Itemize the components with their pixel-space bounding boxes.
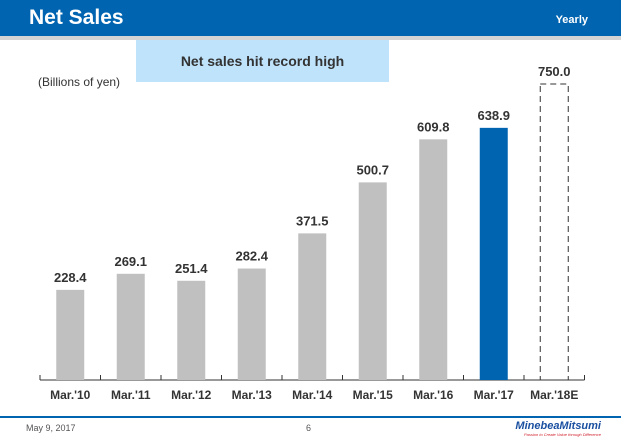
bar — [358, 182, 387, 380]
data-label: 609.8 — [417, 119, 450, 134]
data-label: 371.5 — [296, 213, 329, 228]
data-label: 269.1 — [114, 254, 147, 269]
company-logo: MinebeaMitsumi Passion to Create Value th… — [425, 420, 601, 438]
x-tick-label: Mar.'15 — [353, 388, 394, 402]
logo-tagline: Passion to Create Value through Differen… — [523, 432, 601, 437]
footer-divider — [0, 416, 621, 418]
data-label: 282.4 — [235, 249, 268, 264]
data-label: 638.9 — [477, 108, 510, 123]
bar — [56, 289, 85, 380]
bar — [298, 233, 327, 380]
bar — [479, 127, 508, 380]
bar — [237, 268, 266, 380]
data-label: 228.4 — [54, 270, 87, 285]
data-label: 500.7 — [356, 162, 389, 177]
page-number: 6 — [306, 423, 312, 433]
x-tick-label: Mar.'10 — [50, 388, 91, 402]
bar — [539, 83, 569, 381]
bar — [419, 139, 448, 380]
logo-text: MinebeaMitsumi — [515, 420, 601, 432]
x-tick-label: Mar.'17 — [474, 388, 515, 402]
x-tick-label: Mar.'14 — [292, 388, 333, 402]
x-tick-label: Mar.'12 — [171, 388, 212, 402]
data-label: 251.4 — [175, 261, 208, 276]
bar — [177, 280, 206, 380]
page-title: Net Sales — [29, 6, 124, 29]
header-bar — [0, 0, 621, 36]
x-tick-label: Mar.'13 — [232, 388, 273, 402]
footer-date: May 9, 2017 — [26, 423, 76, 433]
x-tick-label: Mar.'18E — [530, 388, 578, 402]
data-label: 750.0 — [538, 64, 571, 79]
header-divider — [0, 36, 621, 40]
y-axis-unit: (Billions of yen) — [38, 75, 121, 89]
x-tick-label: Mar.'11 — [111, 388, 151, 402]
bar — [116, 273, 145, 380]
callout-box: Net sales hit record high — [136, 40, 389, 82]
period-label: Yearly — [555, 14, 588, 26]
x-tick-label: Mar.'16 — [413, 388, 454, 402]
